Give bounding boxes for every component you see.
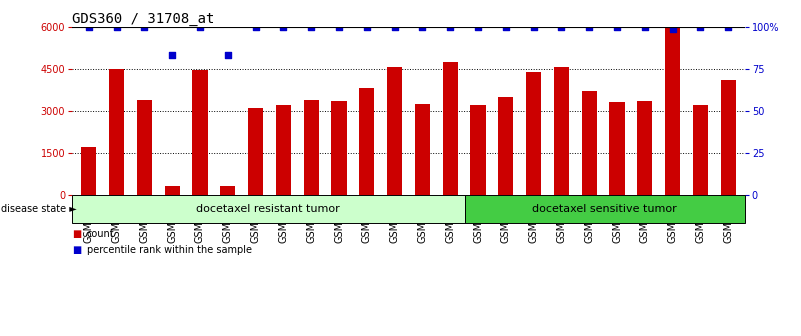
Bar (637, 101, 653, 195)
Text: disease state ►: disease state ► (1, 204, 77, 214)
Text: count: count (87, 228, 114, 239)
Bar (81, 147, 96, 195)
Bar (553, 68, 569, 195)
Bar (665, 28, 680, 195)
Bar (276, 105, 291, 195)
Text: percentile rank within the sample: percentile rank within the sample (87, 245, 252, 255)
Point (583, 24, 596, 30)
Bar (359, 88, 374, 195)
Point (694, 24, 706, 30)
Bar (526, 72, 541, 195)
Bar (693, 105, 708, 195)
Point (555, 24, 568, 30)
Point (194, 24, 207, 30)
Point (221, 53, 234, 58)
Point (166, 53, 179, 58)
Point (388, 24, 401, 30)
Bar (164, 186, 180, 195)
Text: docetaxel resistant tumor: docetaxel resistant tumor (196, 204, 340, 214)
Point (722, 24, 735, 30)
Bar (721, 80, 736, 195)
Point (138, 24, 151, 30)
Point (305, 24, 318, 30)
Bar (192, 70, 207, 195)
Point (499, 24, 512, 30)
Bar (332, 101, 347, 195)
Bar (470, 105, 485, 195)
Point (444, 24, 457, 30)
Text: ■: ■ (72, 245, 82, 255)
Text: ■: ■ (72, 228, 82, 239)
Bar (220, 186, 235, 195)
Bar (387, 68, 402, 195)
Bar (415, 104, 430, 195)
Bar (137, 100, 152, 195)
Bar (582, 91, 597, 195)
Point (277, 24, 290, 30)
Point (527, 24, 540, 30)
Point (638, 24, 651, 30)
Bar (498, 97, 513, 195)
Text: docetaxel sensitive tumor: docetaxel sensitive tumor (533, 204, 677, 214)
Bar (109, 69, 124, 195)
Point (360, 24, 373, 30)
Point (610, 24, 623, 30)
Text: GDS360 / 31708_at: GDS360 / 31708_at (72, 12, 215, 26)
Point (416, 24, 429, 30)
Bar (248, 108, 264, 195)
Bar (443, 62, 458, 195)
Point (666, 26, 679, 31)
Bar (610, 102, 625, 195)
Point (249, 24, 262, 30)
Point (472, 24, 485, 30)
Point (332, 24, 345, 30)
Point (83, 24, 95, 30)
Point (111, 24, 123, 30)
Bar (304, 100, 319, 195)
